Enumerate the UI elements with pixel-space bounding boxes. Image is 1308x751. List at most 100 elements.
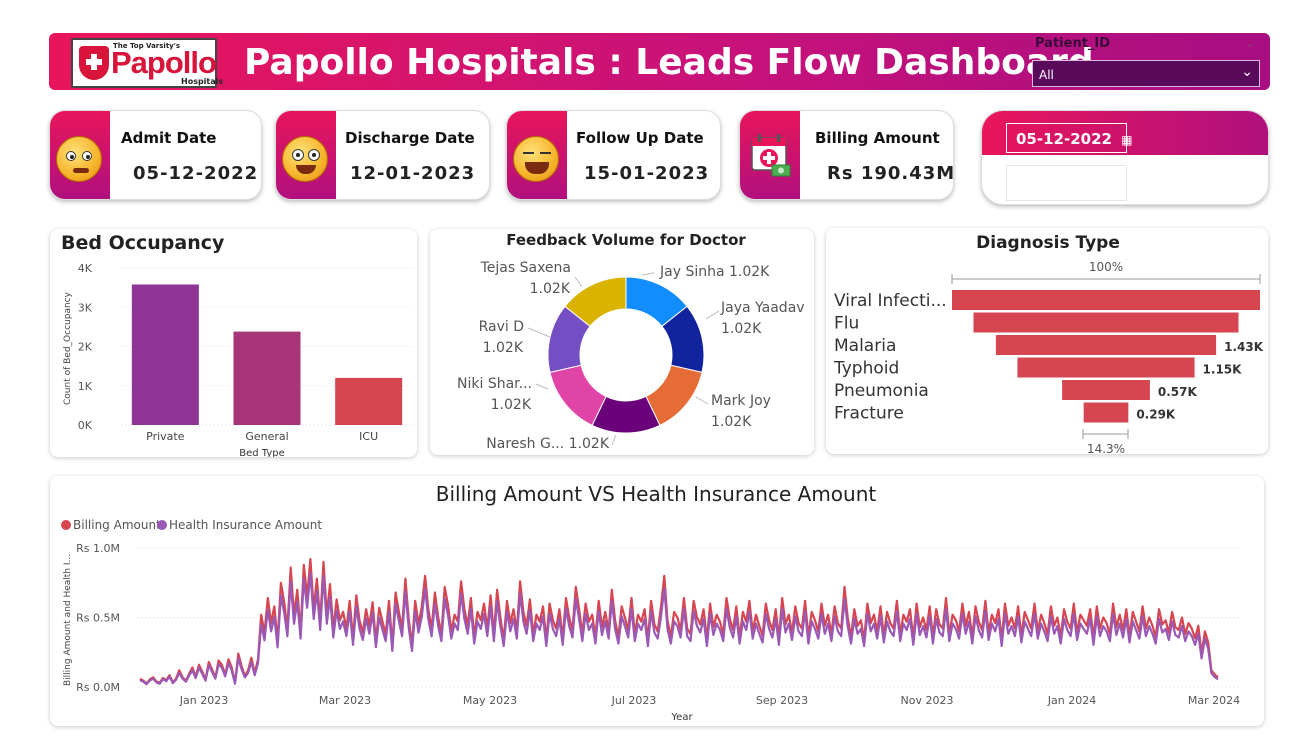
header-banner: The Top Varsity's Papollo Hospitals Papo… bbox=[49, 33, 1270, 90]
legend-billing-marker bbox=[61, 520, 71, 530]
line-x-tick: Mar 2023 bbox=[319, 694, 371, 707]
grinning-face-icon bbox=[282, 136, 328, 182]
funnel-bar-0[interactable] bbox=[952, 290, 1260, 310]
line-x-tick: May 2023 bbox=[463, 694, 517, 707]
donut-slice-6[interactable] bbox=[564, 276, 627, 328]
bed-x-tick: Private bbox=[146, 430, 185, 443]
legend-billing-label[interactable]: Billing Amount bbox=[73, 518, 161, 532]
bed-occupancy-card: Bed Occupancy Count of Bed_Occupancy Bed… bbox=[50, 229, 417, 457]
line-y-tick: Rs 0.0M bbox=[76, 681, 120, 694]
dizzy-face-icon bbox=[56, 136, 102, 182]
line-chart-title: Billing Amount VS Health Insurance Amoun… bbox=[436, 482, 877, 506]
bed-bar-general[interactable] bbox=[233, 331, 301, 425]
discharge-date-value: 12-01-2023 bbox=[350, 163, 476, 184]
funnel-category-label: Malaria bbox=[834, 336, 896, 356]
donut-label-value-6: 1.02K bbox=[530, 281, 571, 297]
funnel-category-label: Fracture bbox=[834, 404, 904, 424]
line-y-axis-label: Billing Amount and Health I... bbox=[63, 554, 73, 686]
shield-cross-icon bbox=[79, 46, 109, 80]
discharge-date-label: Discharge Date bbox=[345, 129, 475, 147]
donut-label-name-1: Jaya Yaadav bbox=[720, 300, 805, 316]
line-y-tick: Rs 1.0M bbox=[76, 542, 120, 555]
bed-y-tick: 2K bbox=[78, 341, 93, 354]
funnel-bar-4[interactable] bbox=[1062, 380, 1150, 400]
legend-insurance-marker bbox=[157, 520, 167, 530]
diagnosis-chart-title: Diagnosis Type bbox=[976, 233, 1120, 253]
page-title: Papollo Hospitals : Leads Flow Dashboard bbox=[244, 42, 1094, 83]
bed-y-axis-label: Count of Bed_Occupancy bbox=[63, 291, 73, 405]
billing-amount-card: Billing Amount Rs 190.43M bbox=[739, 110, 954, 200]
donut-leader-line bbox=[574, 276, 583, 288]
funnel-bottom-bracket bbox=[1082, 429, 1129, 439]
date-picker-end[interactable] bbox=[1006, 165, 1127, 201]
donut-label-name-2: Mark Joy bbox=[711, 393, 771, 409]
billing-vs-insurance-chart: Billing Amount VS Health Insurance Amoun… bbox=[61, 482, 1240, 723]
line-x-tick: Nov 2023 bbox=[901, 694, 954, 707]
donut-leader-line bbox=[641, 272, 655, 276]
funnel-value-label: 1.43K bbox=[1224, 340, 1264, 354]
follow-up-date-value: 15-01-2023 bbox=[584, 163, 710, 184]
bed-y-tick: 3K bbox=[78, 301, 93, 314]
donut-label-name-4: Niki Shar... bbox=[457, 376, 532, 392]
funnel-bar-5[interactable] bbox=[1083, 402, 1129, 423]
bed-chart-title: Bed Occupancy bbox=[61, 232, 225, 254]
slicer-collapse-icon[interactable]: ⌄ bbox=[1245, 36, 1256, 50]
discharge-date-card: Discharge Date 12-01-2023 bbox=[275, 110, 490, 200]
admit-date-label: Admit Date bbox=[121, 129, 217, 147]
bed-bar-icu[interactable] bbox=[335, 377, 403, 425]
donut-label-value-5: 1.02K bbox=[483, 340, 524, 356]
diagnosis-funnel-chart: Diagnosis Type 100% Viral Infecti... FluM… bbox=[833, 233, 1264, 454]
funnel-top-percent: 100% bbox=[1089, 260, 1123, 274]
legend-insurance-label[interactable]: Health Insurance Amount bbox=[169, 518, 322, 532]
funnel-bar-3[interactable] bbox=[1017, 357, 1195, 378]
chevron-down-icon[interactable]: ⌄ bbox=[1241, 64, 1253, 80]
admit-date-value: 05-12-2022 bbox=[133, 163, 259, 184]
donut-leader-line bbox=[695, 396, 709, 405]
bed-y-tick: 4K bbox=[78, 262, 93, 275]
bed-x-tick: ICU bbox=[359, 430, 378, 443]
logo-name: Papollo bbox=[111, 45, 217, 80]
funnel-bar-2[interactable] bbox=[995, 335, 1217, 355]
patient-id-selected-value: All bbox=[1039, 68, 1054, 82]
follow-up-date-label: Follow Up Date bbox=[576, 129, 704, 147]
feedback-volume-card: Feedback Volume for Doctor Jay Sinha 1.0… bbox=[430, 229, 814, 455]
date-picker-input[interactable]: 05-12-2022 ▦ bbox=[1006, 123, 1133, 153]
feedback-chart-title: Feedback Volume for Doctor bbox=[506, 231, 746, 249]
donut-label-0: Jay Sinha 1.02K bbox=[659, 264, 770, 280]
funnel-bar-1[interactable] bbox=[973, 312, 1239, 333]
donut-leader-line bbox=[535, 383, 549, 390]
calendar-icon[interactable]: ▦ bbox=[1121, 133, 1133, 147]
line-x-axis-label: Year bbox=[670, 712, 693, 723]
diagnosis-type-card: Diagnosis Type 100% Viral Infecti... Flu M… bbox=[826, 228, 1268, 454]
logo-tagline: The Top Varsity's bbox=[113, 42, 181, 50]
funnel-category-label: Viral Infecti... bbox=[834, 291, 947, 311]
donut-leader-line bbox=[705, 310, 720, 320]
donut-label-name-5: Ravi D bbox=[479, 319, 524, 335]
billing-amount-label: Billing Amount bbox=[815, 129, 940, 147]
donut-label-name-6: Tejas Saxena bbox=[480, 260, 571, 276]
funnel-category-label: Typhoid bbox=[833, 359, 899, 379]
funnel-category-label: Flu bbox=[834, 314, 859, 334]
admit-date-card: Admit Date 05-12-2022 bbox=[49, 110, 262, 200]
patient-id-slicer-label: Patient_ID bbox=[1035, 36, 1111, 51]
date-filter-card: 05-12-2022 ▦ bbox=[981, 110, 1269, 205]
hospital-logo: The Top Varsity's Papollo Hospitals bbox=[71, 38, 223, 88]
bed-y-tick: 0K bbox=[78, 419, 93, 432]
line-y-tick: Rs 0.5M bbox=[76, 612, 120, 625]
bed-bar-private[interactable] bbox=[131, 284, 199, 425]
funnel-value-label: 0.57K bbox=[1158, 385, 1198, 399]
funnel-category-label: Pneumonia bbox=[834, 381, 929, 401]
line-legend: Billing Amount Health Insurance Amount bbox=[61, 518, 322, 532]
logo-subtitle: Hospitals bbox=[181, 77, 224, 86]
follow-up-date-card: Follow Up Date 15-01-2023 bbox=[506, 110, 721, 200]
patient-id-dropdown[interactable]: All ⌄ bbox=[1032, 60, 1260, 87]
line-x-tick: Jan 2024 bbox=[1047, 694, 1096, 707]
line-x-tick: Sep 2023 bbox=[756, 694, 808, 707]
bed-x-axis-label: Bed Type bbox=[239, 448, 285, 457]
donut-label-3: Naresh G... 1.02K bbox=[486, 436, 610, 452]
funnel-bottom-percent: 14.3% bbox=[1087, 442, 1125, 454]
bed-occupancy-chart: Bed Occupancy Count of Bed_Occupancy Bed… bbox=[61, 232, 412, 457]
health-insurance-line[interactable] bbox=[139, 571, 1219, 686]
feedback-donut-chart: Feedback Volume for Doctor Jay Sinha 1.0… bbox=[457, 231, 805, 452]
line-x-tick: Mar 2024 bbox=[1188, 694, 1240, 707]
